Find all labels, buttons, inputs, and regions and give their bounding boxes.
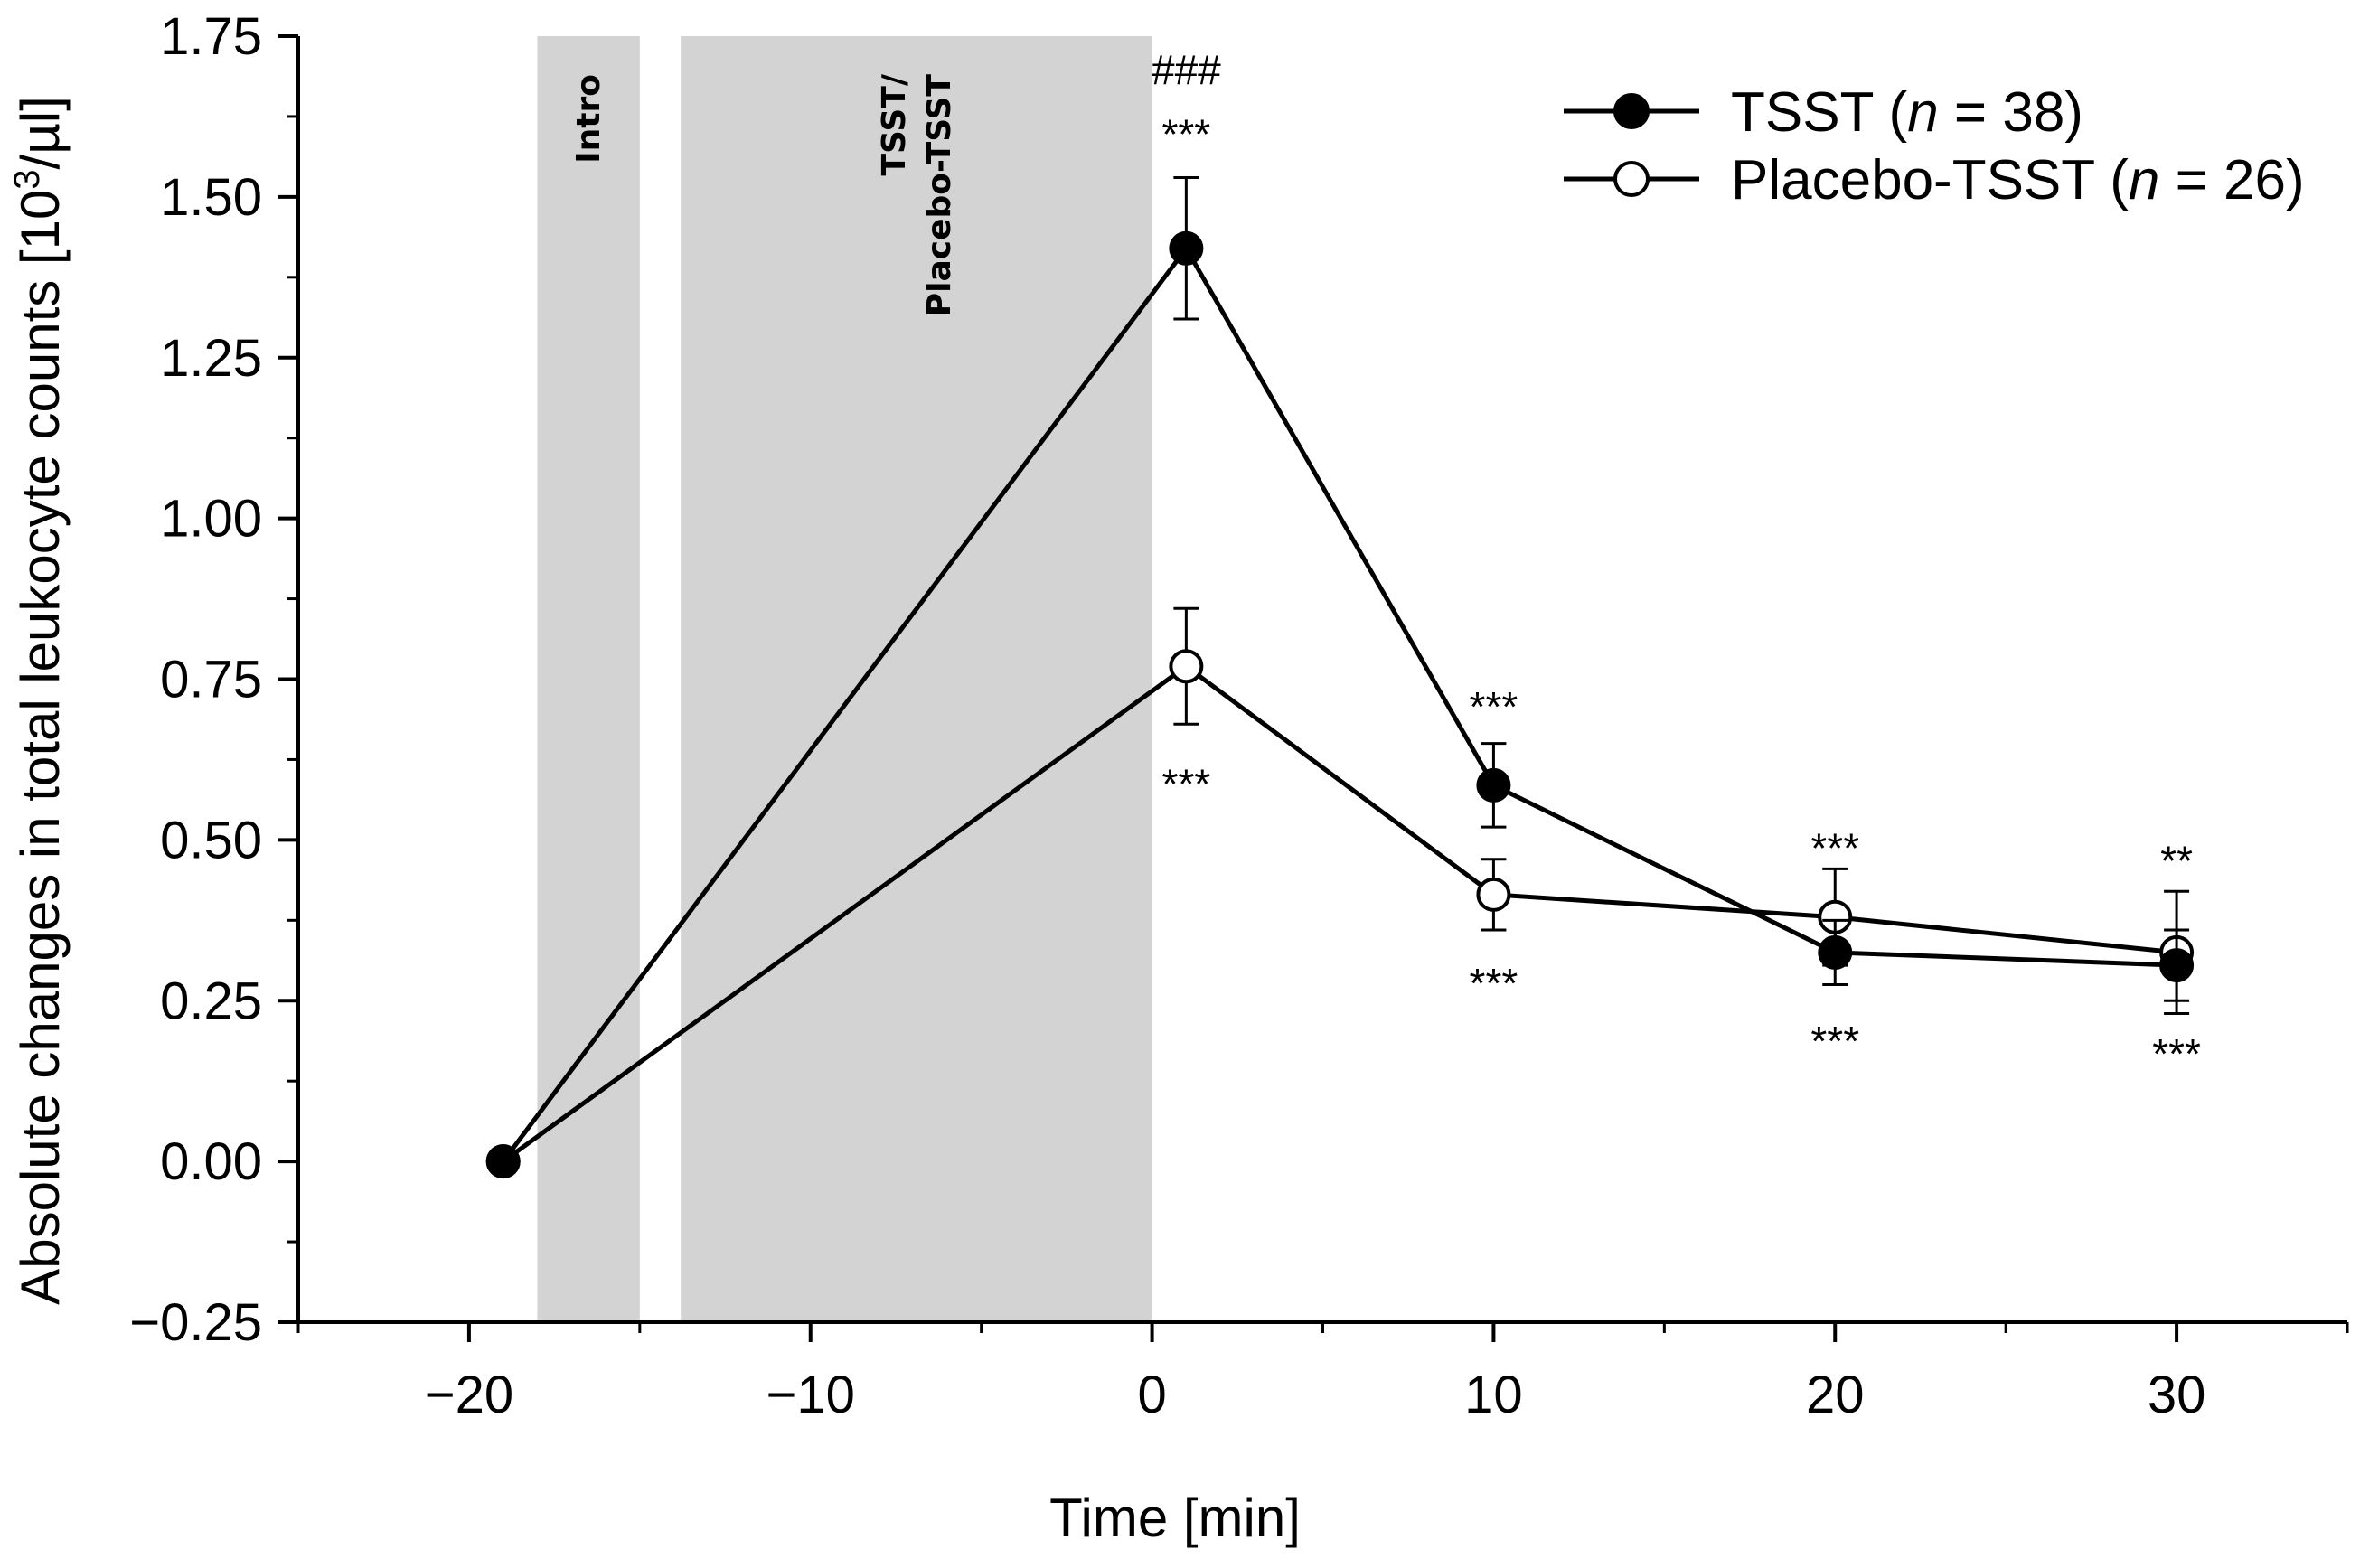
y-axis-title-sup: 3 xyxy=(7,169,47,189)
legend-marker-placebo xyxy=(1613,161,1650,197)
annotation-7: ** xyxy=(2160,838,2193,885)
annotation-4: *** xyxy=(1470,960,1518,1007)
legend-label-placebo-prefix: Placebo-TSST ( xyxy=(1731,149,2129,211)
y-tick-label-5: 1.00 xyxy=(160,490,262,549)
annotation-2: *** xyxy=(1162,760,1211,807)
data-point-4 xyxy=(2159,948,2195,983)
x-axis-title: Time [min] xyxy=(1049,1488,1301,1548)
legend-label-placebo-value: = 26) xyxy=(2159,149,2304,211)
annotation-3: *** xyxy=(1470,683,1518,730)
svg-text:Placebo-TSST (n = 26): Placebo-TSST (n = 26) xyxy=(1731,149,2305,211)
legend-item-tsst: TSST (n = 38) xyxy=(1564,81,2083,144)
legend-item-placebo: Placebo-TSST (n = 26) xyxy=(1564,149,2305,211)
legend-label-tsst-n: n xyxy=(1907,81,1938,144)
shaded-regions: Intro TSST/Placebo-TSST xyxy=(537,36,1152,1322)
y-tick-label-1: 0.00 xyxy=(160,1132,262,1191)
plot-area xyxy=(485,176,2195,1179)
series-tsst xyxy=(485,176,2195,1179)
y-tick-label-0: −0.25 xyxy=(129,1293,262,1352)
y-tick-label-7: 1.50 xyxy=(160,168,262,227)
x-tick-label-2: 0 xyxy=(1137,1366,1166,1424)
y-tick-label-2: 0.25 xyxy=(160,972,262,1030)
data-point-1 xyxy=(1169,649,1204,684)
annotation-0: ### xyxy=(1152,47,1221,94)
y-tick-label-6: 1.25 xyxy=(160,329,262,388)
annotation-1: *** xyxy=(1162,111,1211,158)
annotation-5: *** xyxy=(1810,824,1859,871)
y-tick-label-3: 0.50 xyxy=(160,811,262,869)
legend-label-placebo-n: n xyxy=(2129,149,2159,211)
x-tick-label-1: −10 xyxy=(766,1366,855,1424)
y-axis-title-tail: /µl] xyxy=(10,96,71,169)
shaded-region-1-label-0: TSST/ xyxy=(876,73,913,175)
legend-marker-tsst xyxy=(1613,93,1650,129)
data-point-2 xyxy=(1476,767,1511,803)
x-tick-label-3: 10 xyxy=(1464,1366,1523,1424)
legend: TSST (n = 38) Placebo-TSST (n = 26) xyxy=(1564,81,2305,211)
y-axis-title: Absolute changes in total leukocyte coun… xyxy=(7,96,71,1305)
shaded-region-1 xyxy=(681,36,1152,1322)
shaded-region-0-label-0: Intro xyxy=(570,74,607,164)
x-tick-label-5: 30 xyxy=(2148,1366,2206,1424)
y-axis-title-main: Absolute changes in total leukocyte coun… xyxy=(10,190,71,1305)
annotation-8: *** xyxy=(2152,1030,2201,1077)
x-tick-label-4: 20 xyxy=(1806,1366,1865,1424)
shaded-region-0 xyxy=(537,36,640,1322)
data-point-1 xyxy=(1169,230,1204,266)
x-tick-label-0: −20 xyxy=(425,1366,513,1424)
svg-text:TSST (n = 38): TSST (n = 38) xyxy=(1731,81,2083,144)
y-tick-label-4: 0.75 xyxy=(160,651,262,709)
significance-annotations: ###*********************** xyxy=(1152,47,2201,1078)
axes: −0.25 0.00 0.25 0.50 0.75 1.00 1.25 1.50 1.75 −20… xyxy=(129,7,2349,1424)
legend-label-tsst-prefix: TSST ( xyxy=(1731,81,1908,144)
legend-label-tsst-value: = 38) xyxy=(1939,81,2083,144)
data-point-2 xyxy=(1476,877,1511,912)
shaded-region-1-label-1: Placebo-TSST xyxy=(921,74,958,317)
data-point-0 xyxy=(485,1144,521,1179)
y-tick-label-8: 1.75 xyxy=(160,7,262,66)
data-point-3 xyxy=(1818,934,1853,970)
annotation-6: *** xyxy=(1810,1018,1859,1065)
